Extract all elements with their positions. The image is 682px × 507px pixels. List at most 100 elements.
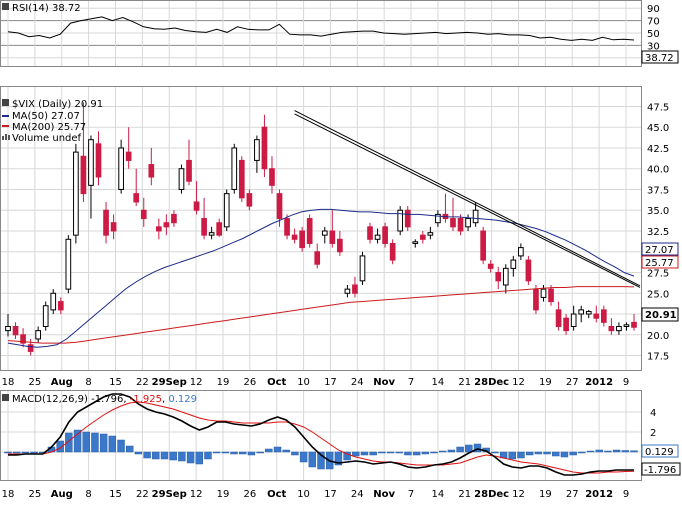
- candle-body: [510, 259, 517, 269]
- x-tick-label: Nov: [373, 377, 395, 388]
- candle: [502, 264, 509, 294]
- x-tick-label: Aug: [51, 489, 73, 500]
- ma50-badge-box: [641, 242, 679, 256]
- candle-body: [299, 230, 305, 249]
- x-tick-label: 19: [217, 489, 230, 500]
- candle-body: [412, 241, 419, 244]
- macd-histogram-bar: [186, 451, 195, 464]
- candle: [140, 197, 147, 227]
- macd-label-signal: -1.925: [130, 394, 162, 405]
- candle: [419, 231, 426, 244]
- x-tick-label: 8: [85, 377, 91, 388]
- x-tick-label: 28Dec: [474, 489, 509, 500]
- candle-body: [608, 325, 615, 332]
- macd-histogram-bar: [630, 450, 638, 453]
- macd-frame: [0, 390, 642, 481]
- volume-bar-icon: [5, 134, 7, 140]
- macd-histogram-bar: [65, 432, 73, 453]
- macd-histogram-bar: [212, 451, 221, 454]
- candle: [337, 231, 343, 256]
- candle-body: [261, 126, 268, 170]
- candle: [125, 127, 132, 169]
- price-tick-label: 42.5: [647, 144, 669, 155]
- candle-body: [178, 168, 185, 190]
- x-tick-label: 22: [136, 489, 149, 500]
- macd-panel: 420 MACD(12,26,9) -1.796, -1.925, 0.129 …: [0, 390, 681, 481]
- x-tick-label: 9: [623, 489, 629, 500]
- macd-histogram-bar: [569, 451, 577, 456]
- candlesticks: [5, 102, 637, 356]
- rsi-tick-label: 50: [647, 29, 660, 40]
- macd-histogram-bar: [560, 451, 569, 458]
- candle-body: [578, 309, 585, 315]
- price-x-axis: 18 25 Aug 8 15 22 29Sep 12 19 26 Oct 10 17 24 Nov 7 14 21…: [2, 377, 630, 388]
- x-tick-label: 14: [432, 377, 445, 388]
- candle: [480, 226, 486, 265]
- candle-body: [140, 209, 147, 220]
- candle-body: [156, 226, 162, 232]
- macd-histogram-bar: [30, 451, 38, 454]
- x-tick-label: 2012: [585, 489, 613, 500]
- macd-histogram-bar: [291, 451, 299, 456]
- x-tick-label: 19: [539, 489, 552, 500]
- macd-histogram-bar: [56, 440, 64, 453]
- macd-histogram-bar: [308, 451, 317, 468]
- candle-body: [65, 238, 72, 290]
- candle: [465, 214, 471, 231]
- candle-body: [585, 311, 592, 315]
- candle-body: [291, 234, 298, 240]
- price-tick-label: 45.0: [647, 123, 669, 134]
- candle-body: [5, 325, 11, 332]
- candle-body: [321, 230, 328, 236]
- candle: [525, 255, 532, 285]
- macd-histogram-bar: [421, 451, 430, 455]
- macd-tick-label: 2: [650, 428, 656, 439]
- candle-body: [487, 263, 494, 269]
- macd-histogram-bar: [447, 449, 456, 453]
- candle: [261, 114, 268, 178]
- candle: [148, 147, 155, 186]
- macd-histogram-bar: [604, 450, 612, 453]
- x-tick-label: 21: [458, 489, 471, 500]
- x-tick-label: Nov: [373, 489, 395, 500]
- candle: [110, 214, 117, 240]
- macd-histogram-bar: [230, 451, 238, 455]
- candle: [5, 314, 11, 337]
- candle-body: [518, 247, 524, 257]
- candle: [555, 301, 562, 331]
- macd-histogram-bar: [552, 451, 560, 457]
- x-tick-label: 9: [623, 377, 629, 388]
- macd-histogram: [4, 429, 638, 470]
- macd-histogram-bar: [369, 451, 377, 456]
- macd-histogram-bar: [204, 451, 212, 460]
- candle: [563, 314, 569, 335]
- price-legend-swatch: [2, 99, 9, 106]
- candle: [518, 243, 524, 261]
- x-tick-label: 19: [217, 377, 230, 388]
- candle: [12, 322, 19, 339]
- x-tick-label: 12: [190, 489, 203, 500]
- candle-body: [208, 232, 215, 236]
- macd-histogram-bar: [21, 451, 30, 454]
- macd-legend-swatch: [2, 394, 9, 401]
- x-tick-label: Oct: [267, 489, 286, 500]
- candle: [42, 301, 49, 331]
- candle: [133, 168, 140, 207]
- candle-body: [50, 292, 57, 311]
- price-tick-label: 35.0: [647, 206, 669, 217]
- macd-histogram-bar: [438, 450, 447, 453]
- macd-histogram-bar: [73, 429, 82, 453]
- macd-histogram-bar: [256, 451, 264, 454]
- candle-body: [314, 251, 321, 265]
- candle-body: [623, 324, 630, 327]
- last-price-badge-text: 20.91: [645, 310, 677, 321]
- candle-body: [616, 325, 622, 332]
- macd-line: [8, 393, 634, 476]
- x-tick-label: 21: [458, 377, 471, 388]
- macd-histogram-bar: [221, 451, 230, 454]
- candle: [306, 214, 313, 248]
- macd-label-hist: 0.129: [168, 394, 197, 405]
- candle: [578, 305, 585, 323]
- macd-hist-badge-box: [641, 444, 679, 458]
- candle-body: [525, 259, 532, 282]
